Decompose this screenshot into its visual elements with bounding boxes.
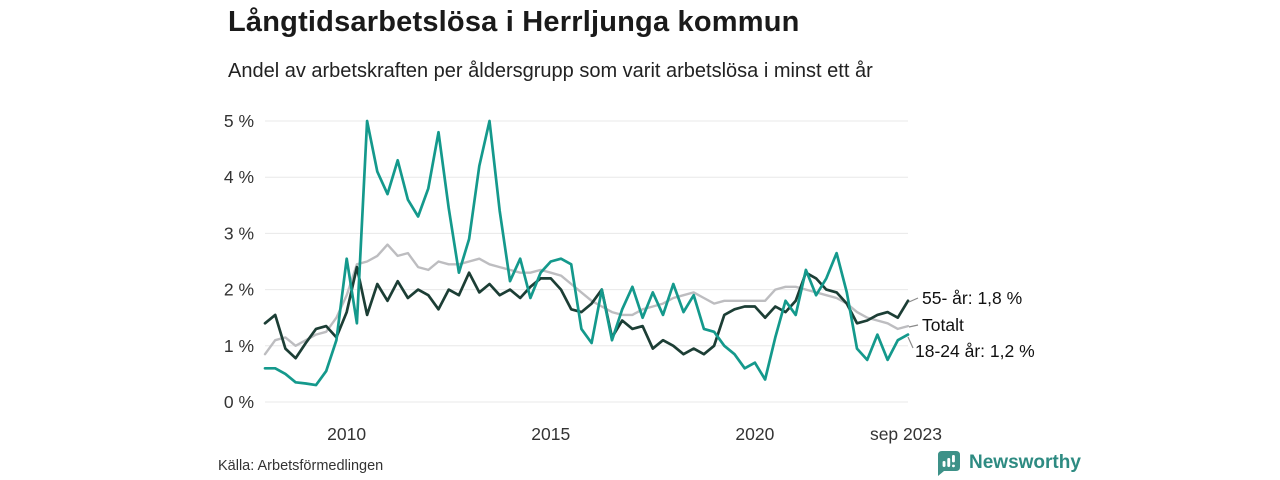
end-of-line-annotations: 55- år: 1,8 % Totalt 18-24 år: 1,2 %	[907, 288, 1035, 361]
y-axis-tick-label: 1 %	[224, 336, 254, 356]
annotation-label-55: 55- år: 1,8 %	[922, 288, 1022, 308]
newsworthy-logo: Newsworthy	[934, 449, 1081, 477]
x-axis-tick-label: sep 2023	[870, 424, 942, 444]
series-line-18-24-r	[263, 119, 910, 387]
page-title: Långtidsarbetslösa i Herrljunga kommun	[228, 6, 800, 38]
y-axis-tick-label: 5 %	[224, 111, 254, 131]
y-axis-tick-label: 2 %	[224, 280, 254, 300]
gridlines	[265, 120, 908, 403]
x-axis-tick-labels: 2010 2015 2020 sep 2023	[327, 424, 942, 444]
y-axis-tick-labels: 0 % 1 % 2 % 3 % 4 % 5 %	[224, 111, 254, 412]
x-axis-tick-label: 2010	[327, 424, 366, 444]
y-axis-tick-label: 0 %	[224, 392, 254, 412]
annotation-label-totalt: Totalt	[922, 315, 964, 335]
newsworthy-wordmark: Newsworthy	[969, 452, 1081, 473]
source-note: Källa: Arbetsförmedlingen	[218, 458, 384, 474]
x-axis-tick-label: 2015	[531, 424, 570, 444]
annotation-connector-totalt	[908, 324, 919, 328]
x-axis-tick-label: 2020	[735, 424, 774, 444]
y-axis-tick-label: 4 %	[224, 167, 254, 187]
newsworthy-bar-chart-icon	[938, 451, 960, 476]
y-axis-tick-label: 3 %	[224, 223, 254, 243]
annotation-connector-18-24	[907, 336, 914, 349]
annotation-label-18-24: 18-24 år: 1,2 %	[915, 341, 1035, 361]
series-lines	[263, 119, 910, 387]
annotation-connector-55	[908, 297, 919, 303]
chart-subtitle: Andel av arbetskraften per åldersgrupp s…	[228, 60, 873, 82]
